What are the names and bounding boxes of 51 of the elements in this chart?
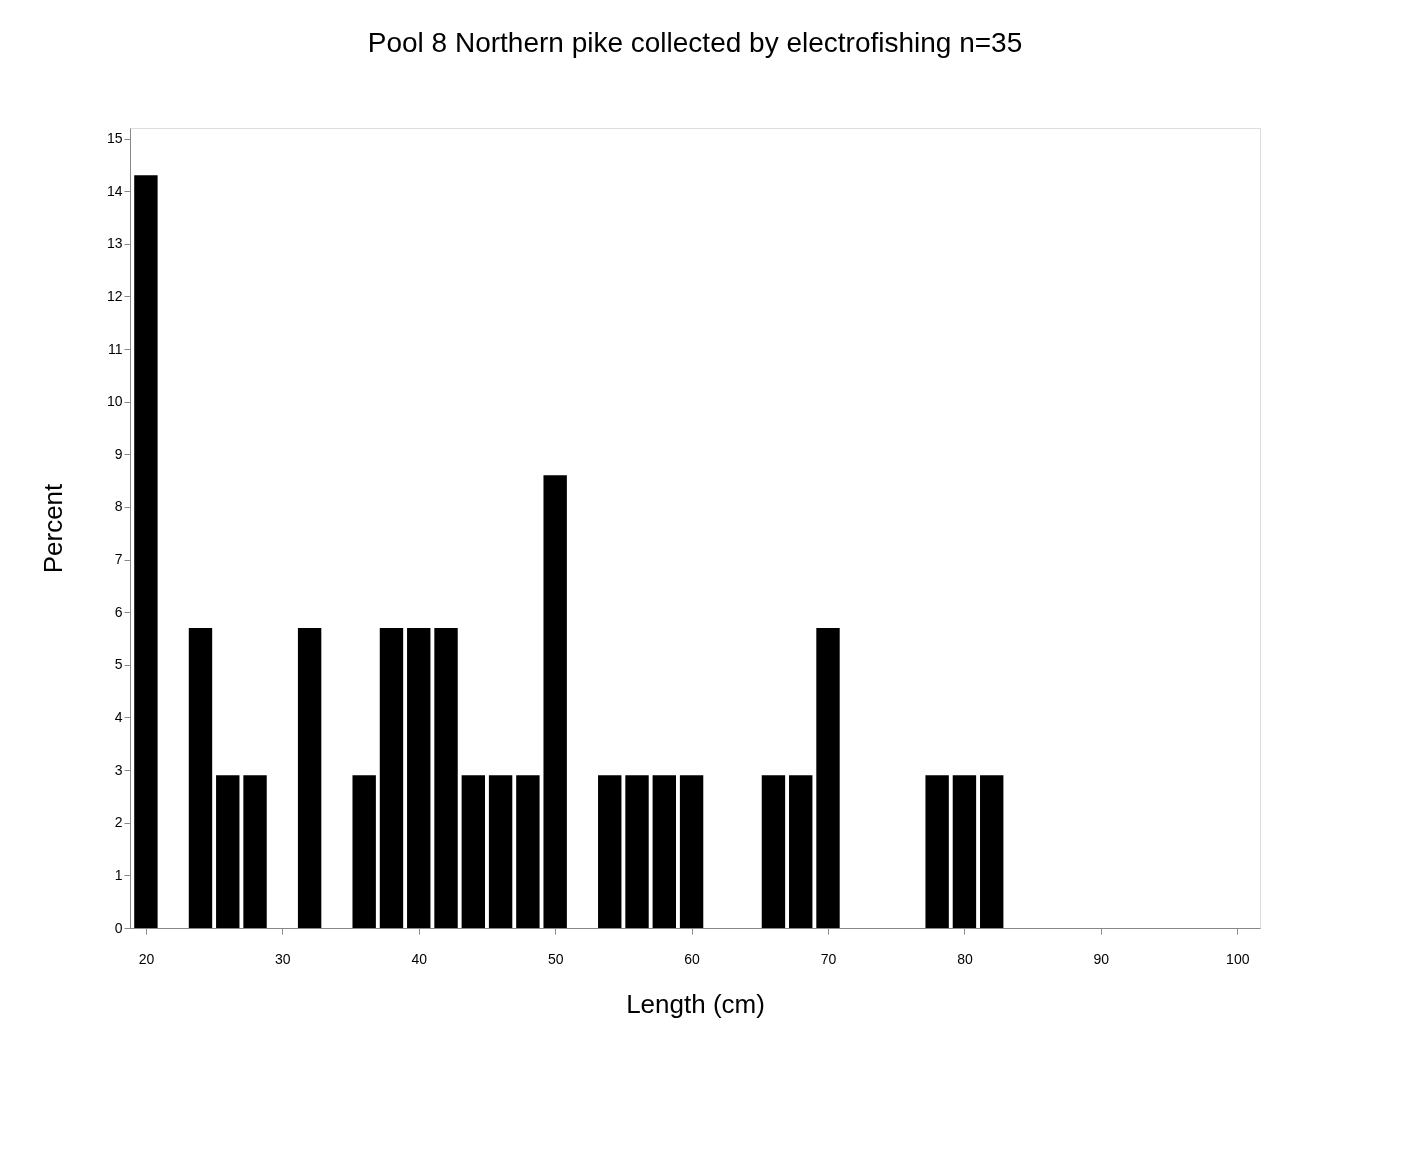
bar [598,775,622,928]
bar [134,175,158,928]
bar [188,628,213,928]
x-tick-label: 40 [411,950,428,967]
x-tick-label: 100 [1226,950,1250,967]
bar [407,628,431,928]
bar [789,775,813,928]
y-tick-label: 5 [114,656,123,673]
y-tick-label: 9 [114,445,123,462]
bar [925,775,949,928]
bar [434,628,458,928]
bar [352,775,376,928]
x-axis-title: Length (cm) [626,988,765,1019]
y-tick-label: 11 [107,340,123,357]
chart-title: Pool 8 Northern pike collected by electrofishing n=35 [367,27,1023,58]
x-tick-label: 80 [957,950,973,967]
y-tick-label: 3 [114,761,123,778]
y-tick-label: 8 [114,498,123,515]
x-tick-label: 70 [820,950,837,967]
bar [625,775,649,928]
x-tick-label: 50 [547,950,564,967]
x-tick-label: 30 [275,950,291,967]
bar [980,775,1004,928]
bar [652,775,676,928]
y-tick-label: 10 [106,393,123,410]
y-tick-label: 15 [106,130,123,147]
bar [461,775,486,928]
y-tick-label: 2 [114,814,123,831]
y-axis-title: Percent [37,482,68,574]
y-tick-label: 13 [106,235,123,252]
y-tick-label: 12 [106,287,123,304]
bar [679,775,704,928]
bar [952,775,977,928]
x-tick-label: 90 [1093,950,1110,967]
bar [243,775,267,928]
bar [543,475,567,928]
y-tick-label: 14 [106,182,123,199]
bar [761,775,786,928]
y-tick-label: 0 [114,919,123,936]
y-tick-label: 7 [114,551,123,568]
bar [516,775,540,928]
x-tick-label: 20 [138,950,155,967]
y-tick-label: 6 [114,603,123,620]
y-tick-label: 1 [114,866,123,883]
bar [297,628,322,928]
bar [379,628,404,928]
bar [488,775,513,928]
x-tick-label: 60 [684,950,701,967]
bar [216,775,240,928]
y-tick-label: 4 [114,708,123,725]
bar [816,628,840,928]
